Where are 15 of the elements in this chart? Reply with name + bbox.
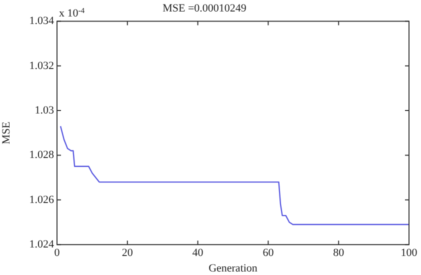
x-axis-title: Generation xyxy=(208,262,258,274)
x-tick-label: 0 xyxy=(54,247,60,260)
y-tick-label: 1.03 xyxy=(34,104,54,116)
x-tick-label: 20 xyxy=(122,247,134,260)
x-tick-label: 100 xyxy=(400,247,418,260)
x-tick-label: 40 xyxy=(192,247,204,260)
x-tick-label: 80 xyxy=(333,247,345,260)
chart-title: MSE =0.00010249 xyxy=(162,2,247,14)
y-tick-label: 1.032 xyxy=(29,60,54,72)
y-tick-label: 1.026 xyxy=(29,194,54,206)
y-tick-label: 1.028 xyxy=(29,149,54,162)
y-tick-label: 1.034 xyxy=(29,15,54,28)
y-tick-label: 1.024 xyxy=(29,238,54,250)
y-axis-title: MSE xyxy=(0,121,12,144)
x-tick-label: 60 xyxy=(262,247,274,260)
